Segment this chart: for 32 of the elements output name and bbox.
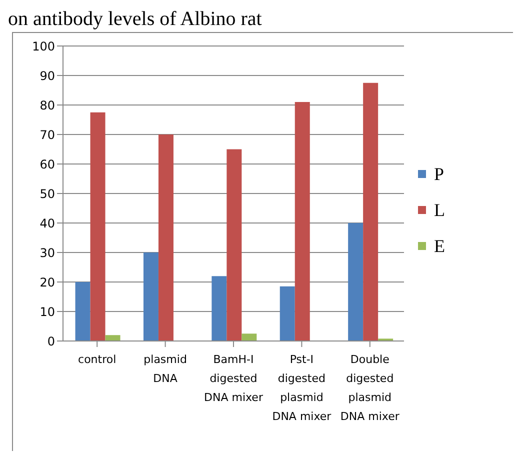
y-tick-label: 100: [32, 39, 55, 54]
y-tick-label: 20: [40, 275, 55, 290]
legend-label: P: [434, 162, 444, 186]
y-tick-label: 70: [40, 128, 55, 142]
bar: [280, 286, 295, 341]
x-tick-label: Pst-I digested plasmid DNA mixer: [272, 353, 332, 423]
x-tick-label: Double digested plasmid DNA mixer: [340, 353, 400, 423]
x-tick-label: plasmid DNA: [144, 353, 187, 385]
bar: [105, 335, 120, 341]
y-tick-label: 10: [40, 304, 55, 319]
y-tick-label: 90: [40, 68, 55, 83]
bar: [226, 149, 242, 341]
bar: [75, 282, 90, 341]
bar: [242, 334, 257, 341]
bar: [212, 276, 227, 341]
legend-label: L: [434, 198, 445, 222]
y-tick-label: 40: [40, 216, 55, 230]
y-tick-label: 0: [47, 334, 55, 348]
y-tick-label: 50: [40, 186, 55, 201]
bar: [363, 82, 378, 341]
legend-label: E: [434, 234, 445, 258]
y-tick-label: 80: [40, 98, 55, 112]
bar: [158, 134, 174, 341]
bar: [348, 223, 364, 341]
bar: [294, 102, 310, 341]
y-tick-label: 30: [40, 246, 55, 260]
x-tick-label: control: [78, 353, 116, 366]
y-tick-label: 60: [40, 157, 55, 172]
bar: [143, 252, 158, 341]
x-tick-label: BamH-I digested DNA mixer: [204, 353, 264, 404]
bar: [90, 112, 106, 341]
chart-title: on antibody levels of Albino rat: [8, 8, 262, 30]
